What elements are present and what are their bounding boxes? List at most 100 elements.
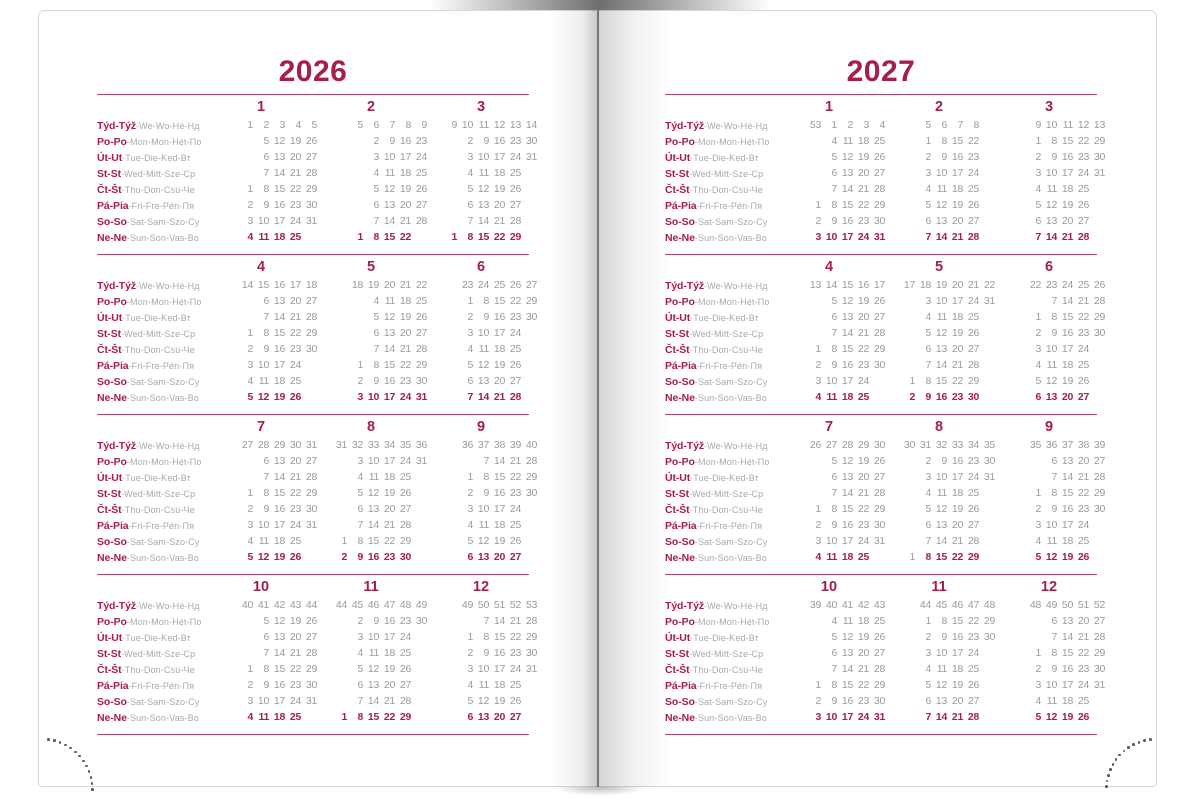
date-cell: 9	[831, 359, 837, 371]
date-cell: 24	[509, 327, 521, 339]
date-cell	[899, 533, 915, 549]
row-label: St-St-Wed-Mitt-Sze-Ср	[97, 325, 221, 341]
perforation-dot	[74, 750, 77, 754]
date-cell	[441, 293, 457, 309]
row-label-cs-sk: Týd-Týž	[665, 440, 704, 452]
date-cell: 10	[367, 631, 379, 643]
date-cell: 23	[1077, 663, 1089, 675]
date-cell: 2	[341, 551, 347, 563]
date-cell	[237, 293, 253, 309]
month-week-columns: 31 32 33 34 35 36	[331, 437, 427, 453]
date-cell: 22	[289, 663, 301, 675]
date-cell	[301, 389, 317, 405]
week-number-cell	[979, 117, 995, 133]
date-cell: 19	[399, 183, 411, 195]
month-week-columns: 1 8 15 22 29	[441, 293, 537, 309]
week-number-cell: 37	[477, 439, 489, 451]
month-week-columns: 2 9 16 23 30	[1009, 661, 1105, 677]
date-cell: 31	[983, 471, 995, 483]
date-cell: 24	[967, 647, 979, 659]
date-cell: 11	[1046, 359, 1058, 371]
row-label-intl: -Tue-Die-Ked-Вт	[122, 153, 191, 163]
date-cell: 18	[493, 167, 505, 179]
date-cell	[347, 341, 363, 357]
date-cell: 24	[399, 455, 411, 467]
week-number-cell: 9	[1035, 119, 1041, 131]
date-cell: 2	[815, 215, 821, 227]
date-cell: 25	[1077, 359, 1089, 371]
month-number: 5	[934, 259, 944, 275]
row-label-cs-sk: Út-Ut	[97, 312, 123, 324]
month-week-columns: 35 36 37 38 39	[1009, 437, 1105, 453]
week-number-cell	[441, 437, 457, 453]
date-cell: 1	[1035, 311, 1041, 323]
date-cell	[441, 341, 457, 357]
row-label: Po-Po-Mon-Mon-Hét-По	[665, 453, 789, 469]
week-number-cell	[1009, 597, 1025, 613]
date-cell	[899, 469, 915, 485]
date-cell: 6	[831, 311, 837, 323]
month-week-columns: 3 10 17 24 31	[221, 213, 317, 229]
perforation-dot	[64, 743, 67, 747]
month-week-columns: 4 11 18 25	[789, 389, 885, 405]
date-cell	[221, 613, 237, 629]
month-week-columns: 7 14 21 28	[221, 309, 317, 325]
row-label-intl: -Tue-Die-Ked-Вт	[122, 633, 191, 643]
week-number-cell	[1009, 117, 1025, 133]
month-week-columns: 7 14 21 28	[331, 693, 427, 709]
date-cell: 5	[925, 679, 931, 691]
date-cell: 12	[1045, 551, 1057, 563]
month-week-columns: 3 10 17 24	[899, 165, 995, 181]
date-cell	[1009, 469, 1025, 485]
month-week-columns: 3 10 17 24	[1009, 517, 1105, 533]
date-cell	[789, 613, 805, 629]
date-cell	[1009, 485, 1025, 501]
week-number-cell: 33	[951, 439, 963, 451]
date-cell	[789, 389, 805, 405]
weekday-row: Čt-Št-Thu-Don-Csü-Че 1 8 15 22 29 6 13 20 27 3 10 17…	[665, 341, 1097, 357]
week-number-cell	[899, 597, 915, 613]
date-cell: 27	[1077, 215, 1089, 227]
month-week-columns: 1 8 15 22 29	[789, 341, 885, 357]
week-number-cell: 12	[493, 119, 505, 131]
date-cell: 30	[1093, 151, 1105, 163]
date-cell: 30	[525, 135, 537, 147]
row-label-intl: -We-Wo-Hé-Нд	[703, 601, 768, 611]
row-label-cs-sk: St-St	[97, 328, 121, 340]
date-cell: 25	[509, 167, 521, 179]
date-cell: 26	[873, 151, 885, 163]
date-cell: 10	[477, 503, 489, 515]
date-cell: 16	[273, 503, 285, 515]
date-cell: 26	[1077, 711, 1089, 723]
date-cell: 30	[873, 519, 885, 531]
date-cell: 13	[383, 199, 395, 211]
date-cell: 17	[273, 359, 285, 371]
month-week-columns: 3 10 17 24	[441, 501, 537, 517]
date-cell	[979, 213, 995, 229]
date-cell	[899, 149, 915, 165]
date-cell	[1009, 709, 1025, 725]
date-cell: 18	[493, 679, 505, 691]
date-cell: 30	[525, 311, 537, 323]
week-number-cell: 32	[935, 439, 947, 451]
date-cell: 27	[967, 215, 979, 227]
date-cell: 7	[467, 215, 473, 227]
date-cell: 15	[841, 679, 853, 691]
date-cell: 20	[951, 695, 963, 707]
date-cell	[237, 629, 253, 645]
perforation-dot	[1143, 739, 1146, 742]
date-cell	[789, 181, 805, 197]
date-cell: 27	[967, 519, 979, 531]
date-cell: 3	[357, 631, 363, 643]
date-cell: 3	[1035, 679, 1041, 691]
week-number-cell: 5	[357, 119, 363, 131]
date-cell	[221, 213, 237, 229]
date-cell: 20	[289, 295, 301, 307]
date-cell: 8	[1051, 311, 1057, 323]
date-cell: 27	[305, 295, 317, 307]
date-cell: 27	[305, 151, 317, 163]
date-cell: 23	[415, 135, 427, 147]
date-cell	[979, 709, 995, 725]
month-week-columns: 5 12 19 26	[899, 325, 995, 341]
